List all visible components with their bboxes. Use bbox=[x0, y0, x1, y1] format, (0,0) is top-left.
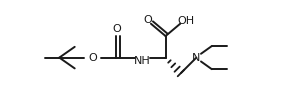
Text: O: O bbox=[112, 24, 121, 34]
Text: NH: NH bbox=[134, 56, 151, 66]
Text: N: N bbox=[192, 53, 201, 63]
Text: OH: OH bbox=[178, 16, 195, 26]
Text: O: O bbox=[143, 15, 152, 25]
Text: O: O bbox=[89, 53, 98, 63]
